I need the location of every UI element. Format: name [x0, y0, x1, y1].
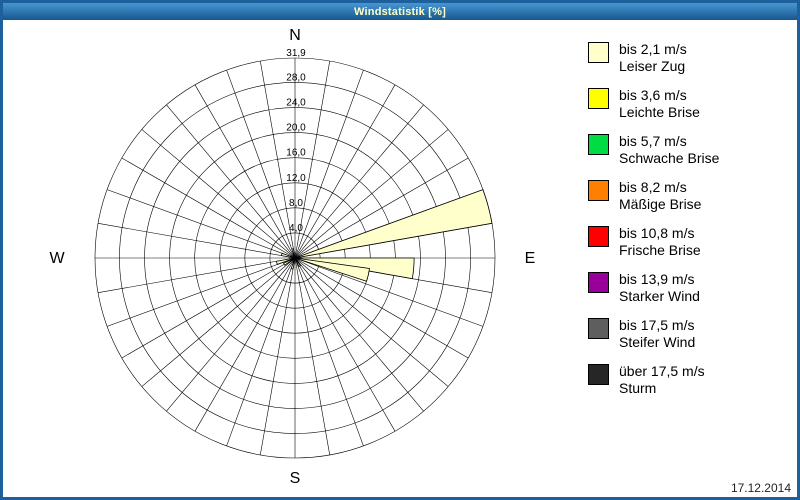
legend-color-swatch [588, 364, 609, 385]
legend-color-swatch [588, 180, 609, 201]
legend-item: bis 10,8 m/s Frische Brise [588, 225, 719, 259]
svg-text:31,9: 31,9 [286, 48, 306, 59]
legend-name-label: Schwache Brise [619, 150, 720, 166]
svg-text:28,0: 28,0 [286, 72, 306, 83]
legend-item: bis 17,5 m/s Steifer Wind [588, 317, 719, 351]
legend-color-swatch [588, 318, 609, 339]
svg-text:4,0: 4,0 [289, 223, 303, 234]
legend-speed-label: bis 10,8 m/s [619, 225, 695, 241]
legend-text: über 17,5 m/s Sturm [619, 363, 705, 397]
compass-east-label: E [524, 250, 536, 267]
legend-speed-label: über 17,5 m/s [619, 363, 705, 379]
legend-speed-label: bis 2,1 m/s [619, 41, 687, 57]
compass-north-label: N [289, 27, 301, 44]
legend: bis 2,1 m/s Leiser Zug bis 3,6 m/s Leich… [588, 41, 719, 397]
legend-name-label: Mäßige Brise [619, 196, 702, 212]
legend-color-swatch [588, 88, 609, 109]
legend-speed-label: bis 17,5 m/s [619, 317, 695, 333]
legend-text: bis 5,7 m/s Schwache Brise [619, 133, 719, 167]
legend-name-label: Leichte Brise [619, 104, 700, 120]
date-label: 17.12.2014 [730, 481, 791, 495]
legend-color-swatch [588, 226, 609, 247]
legend-name-label: Leiser Zug [619, 58, 686, 74]
legend-speed-label: bis 8,2 m/s [619, 179, 687, 195]
legend-color-swatch [588, 42, 609, 63]
svg-text:16,0: 16,0 [286, 148, 306, 159]
legend-color-swatch [588, 272, 609, 293]
legend-item: über 17,5 m/s Sturm [588, 363, 719, 397]
compass-south-label: S [289, 470, 301, 487]
legend-item: bis 2,1 m/s Leiser Zug [588, 41, 719, 75]
svg-text:8,0: 8,0 [289, 198, 303, 209]
title-bar: Windstatistik [%] [3, 3, 797, 20]
legend-text: bis 17,5 m/s Steifer Wind [619, 317, 695, 351]
svg-text:12,0: 12,0 [286, 173, 306, 184]
windrose-chart: 4,0 8,0 12,0 16,0 20,0 24,0 28,0 31,9 [94, 48, 496, 459]
svg-text:20,0: 20,0 [286, 123, 306, 134]
window-title: Windstatistik [%] [354, 5, 446, 18]
legend-item: bis 5,7 m/s Schwache Brise [588, 133, 719, 167]
legend-speed-label: bis 3,6 m/s [619, 87, 687, 103]
legend-name-label: Sturm [619, 380, 657, 396]
legend-item: bis 8,2 m/s Mäßige Brise [588, 179, 719, 213]
legend-text: bis 10,8 m/s Frische Brise [619, 225, 701, 259]
legend-speed-label: bis 5,7 m/s [619, 133, 687, 149]
legend-speed-label: bis 13,9 m/s [619, 271, 695, 287]
legend-color-swatch [588, 134, 609, 155]
legend-name-label: Starker Wind [619, 288, 700, 304]
legend-item: bis 3,6 m/s Leichte Brise [588, 87, 719, 121]
legend-text: bis 3,6 m/s Leichte Brise [619, 87, 700, 121]
legend-text: bis 2,1 m/s Leiser Zug [619, 41, 687, 75]
compass-west-label: W [49, 250, 65, 267]
legend-text: bis 8,2 m/s Mäßige Brise [619, 179, 701, 213]
legend-item: bis 13,9 m/s Starker Wind [588, 271, 719, 305]
legend-name-label: Frische Brise [619, 242, 701, 258]
legend-name-label: Steifer Wind [619, 334, 696, 350]
svg-text:24,0: 24,0 [286, 98, 306, 109]
legend-text: bis 13,9 m/s Starker Wind [619, 271, 700, 305]
